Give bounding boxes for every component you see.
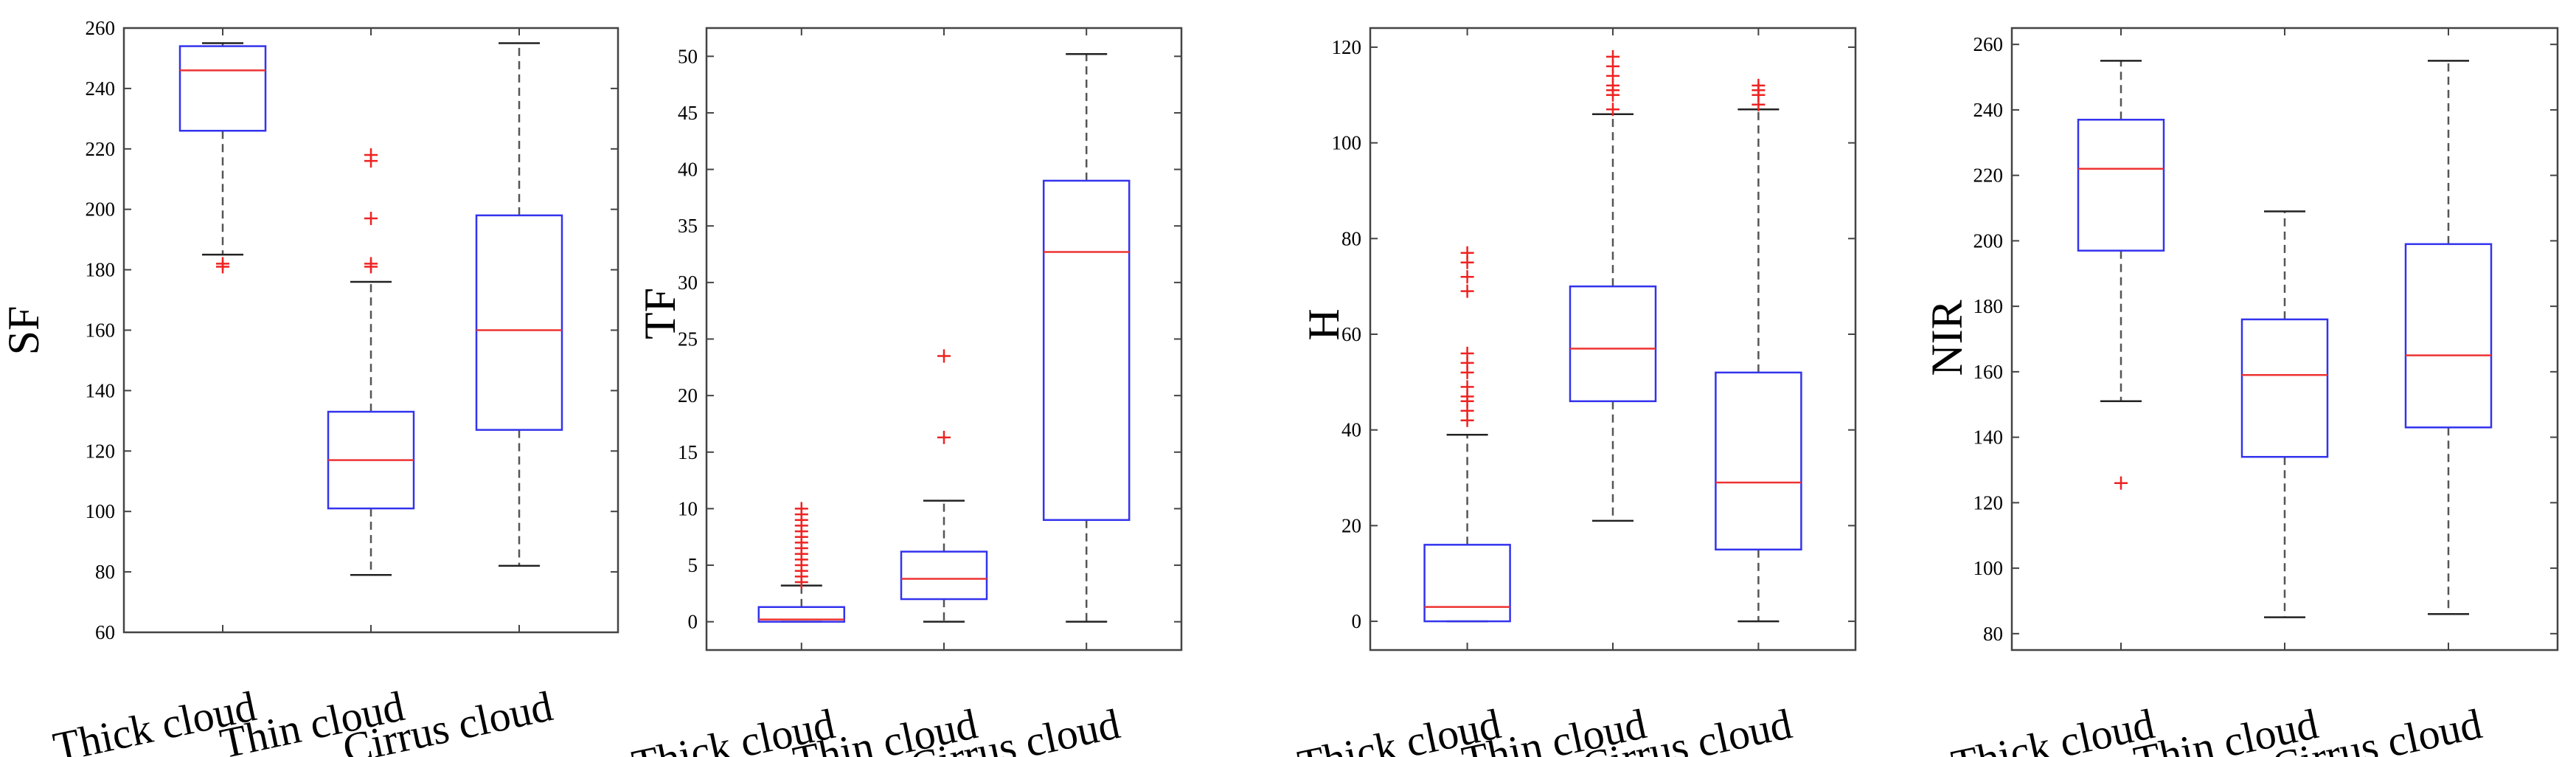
x-category-label: Thick cloud: [1948, 699, 2159, 757]
box-thick-cloud: [757, 502, 846, 623]
plot-frame: [705, 27, 1183, 651]
y-tick-label: 40: [1341, 419, 1361, 441]
y-tick-label: 220: [1973, 165, 2004, 187]
y-tick-label: 240: [1973, 99, 2004, 121]
outlier-marker: [1460, 346, 1474, 360]
box-cirrus-cloud: [1715, 78, 1802, 623]
y-tick-label: 20: [1341, 514, 1361, 536]
y-tick-label: 260: [1973, 33, 2004, 55]
y-tick-label: 120: [1973, 491, 2004, 514]
y-tick-label: 80: [1341, 227, 1361, 249]
y-tick-label: 100: [86, 500, 116, 522]
y-tick-label: 15: [678, 441, 698, 463]
box-thin-cloud: [1569, 49, 1657, 522]
y-tick-label: 160: [1973, 361, 2004, 383]
y-tick-label: 80: [95, 561, 115, 583]
outlier-marker: [364, 257, 378, 271]
y-tick-label: 80: [1983, 623, 2003, 645]
iqr-box: [2404, 243, 2493, 429]
box-thin-cloud: [327, 148, 415, 576]
outlier-marker: [937, 349, 951, 363]
iqr-box: [1715, 371, 1802, 551]
iqr-box: [475, 214, 563, 431]
outlier-marker: [1606, 49, 1619, 63]
y-tick-label: 120: [86, 440, 116, 462]
iqr-box: [900, 550, 988, 601]
y-axis-label: SF: [0, 306, 48, 356]
outlier-marker: [937, 430, 951, 444]
iqr-box: [1569, 285, 1657, 403]
box-cirrus-cloud: [1042, 53, 1131, 623]
y-tick-label: 100: [1973, 557, 2004, 579]
y-tick-label: 220: [86, 138, 116, 160]
outlier-marker: [1752, 78, 1766, 92]
outlier-marker: [2114, 476, 2128, 490]
y-tick-label: 0: [688, 611, 698, 633]
y-tick-label: 45: [678, 102, 698, 124]
box-thin-cloud: [2240, 210, 2329, 618]
outlier-marker: [1460, 284, 1474, 298]
outlier-marker: [364, 148, 378, 162]
outlier-marker: [1606, 103, 1619, 117]
y-tick-label: 40: [678, 159, 698, 181]
y-axis-label: NIR: [1923, 300, 1971, 376]
box-cirrus-cloud: [2404, 60, 2493, 615]
y-tick-label: 200: [1973, 229, 2004, 252]
iqr-box: [178, 45, 267, 132]
y-tick-label: 20: [678, 384, 698, 407]
outlier-marker: [216, 257, 229, 271]
iqr-box: [1042, 179, 1131, 521]
outlier-marker: [794, 502, 808, 516]
box-thick-cloud: [178, 42, 267, 274]
y-tick-label: 100: [1332, 132, 1362, 154]
outlier-marker: [1460, 270, 1474, 284]
y-tick-label: 140: [86, 379, 116, 401]
iqr-box: [2240, 318, 2329, 458]
y-tick-label: 35: [678, 215, 698, 237]
y-tick-label: 5: [688, 554, 698, 576]
y-axis-label: H: [1299, 308, 1348, 340]
outlier-marker: [1460, 246, 1474, 260]
outlier-marker: [364, 211, 378, 225]
y-axis-label: TF: [636, 288, 684, 339]
outlier-marker: [1460, 380, 1474, 394]
y-tick-label: 260: [86, 17, 116, 39]
y-tick-label: 140: [1973, 426, 2004, 449]
y-tick-label: 0: [1352, 610, 1362, 632]
iqr-box: [2077, 118, 2165, 252]
y-tick-label: 240: [86, 77, 116, 100]
y-tick-label: 50: [678, 45, 698, 67]
y-tick-label: 180: [1973, 295, 2004, 317]
box-thick-cloud: [1423, 246, 1511, 623]
y-tick-label: 60: [1341, 323, 1361, 345]
y-tick-label: 160: [86, 319, 116, 342]
y-tick-label: 120: [1332, 36, 1362, 58]
box-thin-cloud: [900, 349, 988, 623]
box-thick-cloud: [2077, 60, 2165, 490]
y-tick-label: 200: [86, 198, 116, 221]
y-tick-label: 10: [678, 497, 698, 519]
box-cirrus-cloud: [475, 42, 563, 567]
y-tick-label: 180: [86, 259, 116, 281]
iqr-box: [1423, 544, 1511, 623]
chart-panel-nir: 80 100 120 140 160 180 200 220 240 260 NIR Thick cl…: [1923, 27, 2559, 757]
y-tick-label: 60: [95, 621, 115, 643]
y-tick-label: 30: [678, 272, 698, 294]
iqr-box: [757, 606, 846, 623]
y-tick-label: 25: [678, 328, 698, 350]
